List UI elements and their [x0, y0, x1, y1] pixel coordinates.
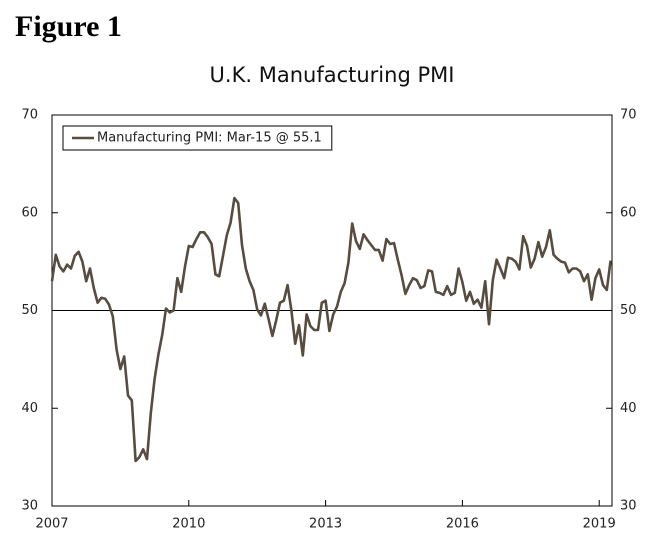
y-tick-label: 30 — [21, 499, 38, 514]
y-tick-label: 60 — [21, 205, 38, 220]
x-tick-label: 2013 — [309, 517, 342, 532]
y2-tick-label: 60 — [620, 205, 637, 220]
chart-title: U.K. Manufacturing PMI — [210, 63, 455, 87]
y2-tick-label: 50 — [620, 303, 637, 318]
series-line — [50, 196, 612, 463]
y-tick-label: 50 — [21, 303, 38, 318]
x-tick-label: 2016 — [446, 517, 479, 532]
y-tick-label: 40 — [21, 401, 38, 416]
legend-box — [62, 125, 333, 151]
y2-tick-label: 40 — [620, 401, 637, 416]
y2-tick-label: 30 — [620, 499, 637, 514]
figure-label: Figure 1 — [15, 10, 122, 43]
y2-tick-label: 70 — [620, 108, 637, 123]
y-tick-label: 70 — [21, 108, 38, 123]
x-tick-label: 2010 — [172, 517, 205, 532]
x-tick-label: 2019 — [583, 517, 616, 532]
x-tick-label: 2007 — [35, 517, 68, 532]
legend-label: Manufacturing PMI: Mar-15 @ 55.1 — [97, 131, 322, 146]
